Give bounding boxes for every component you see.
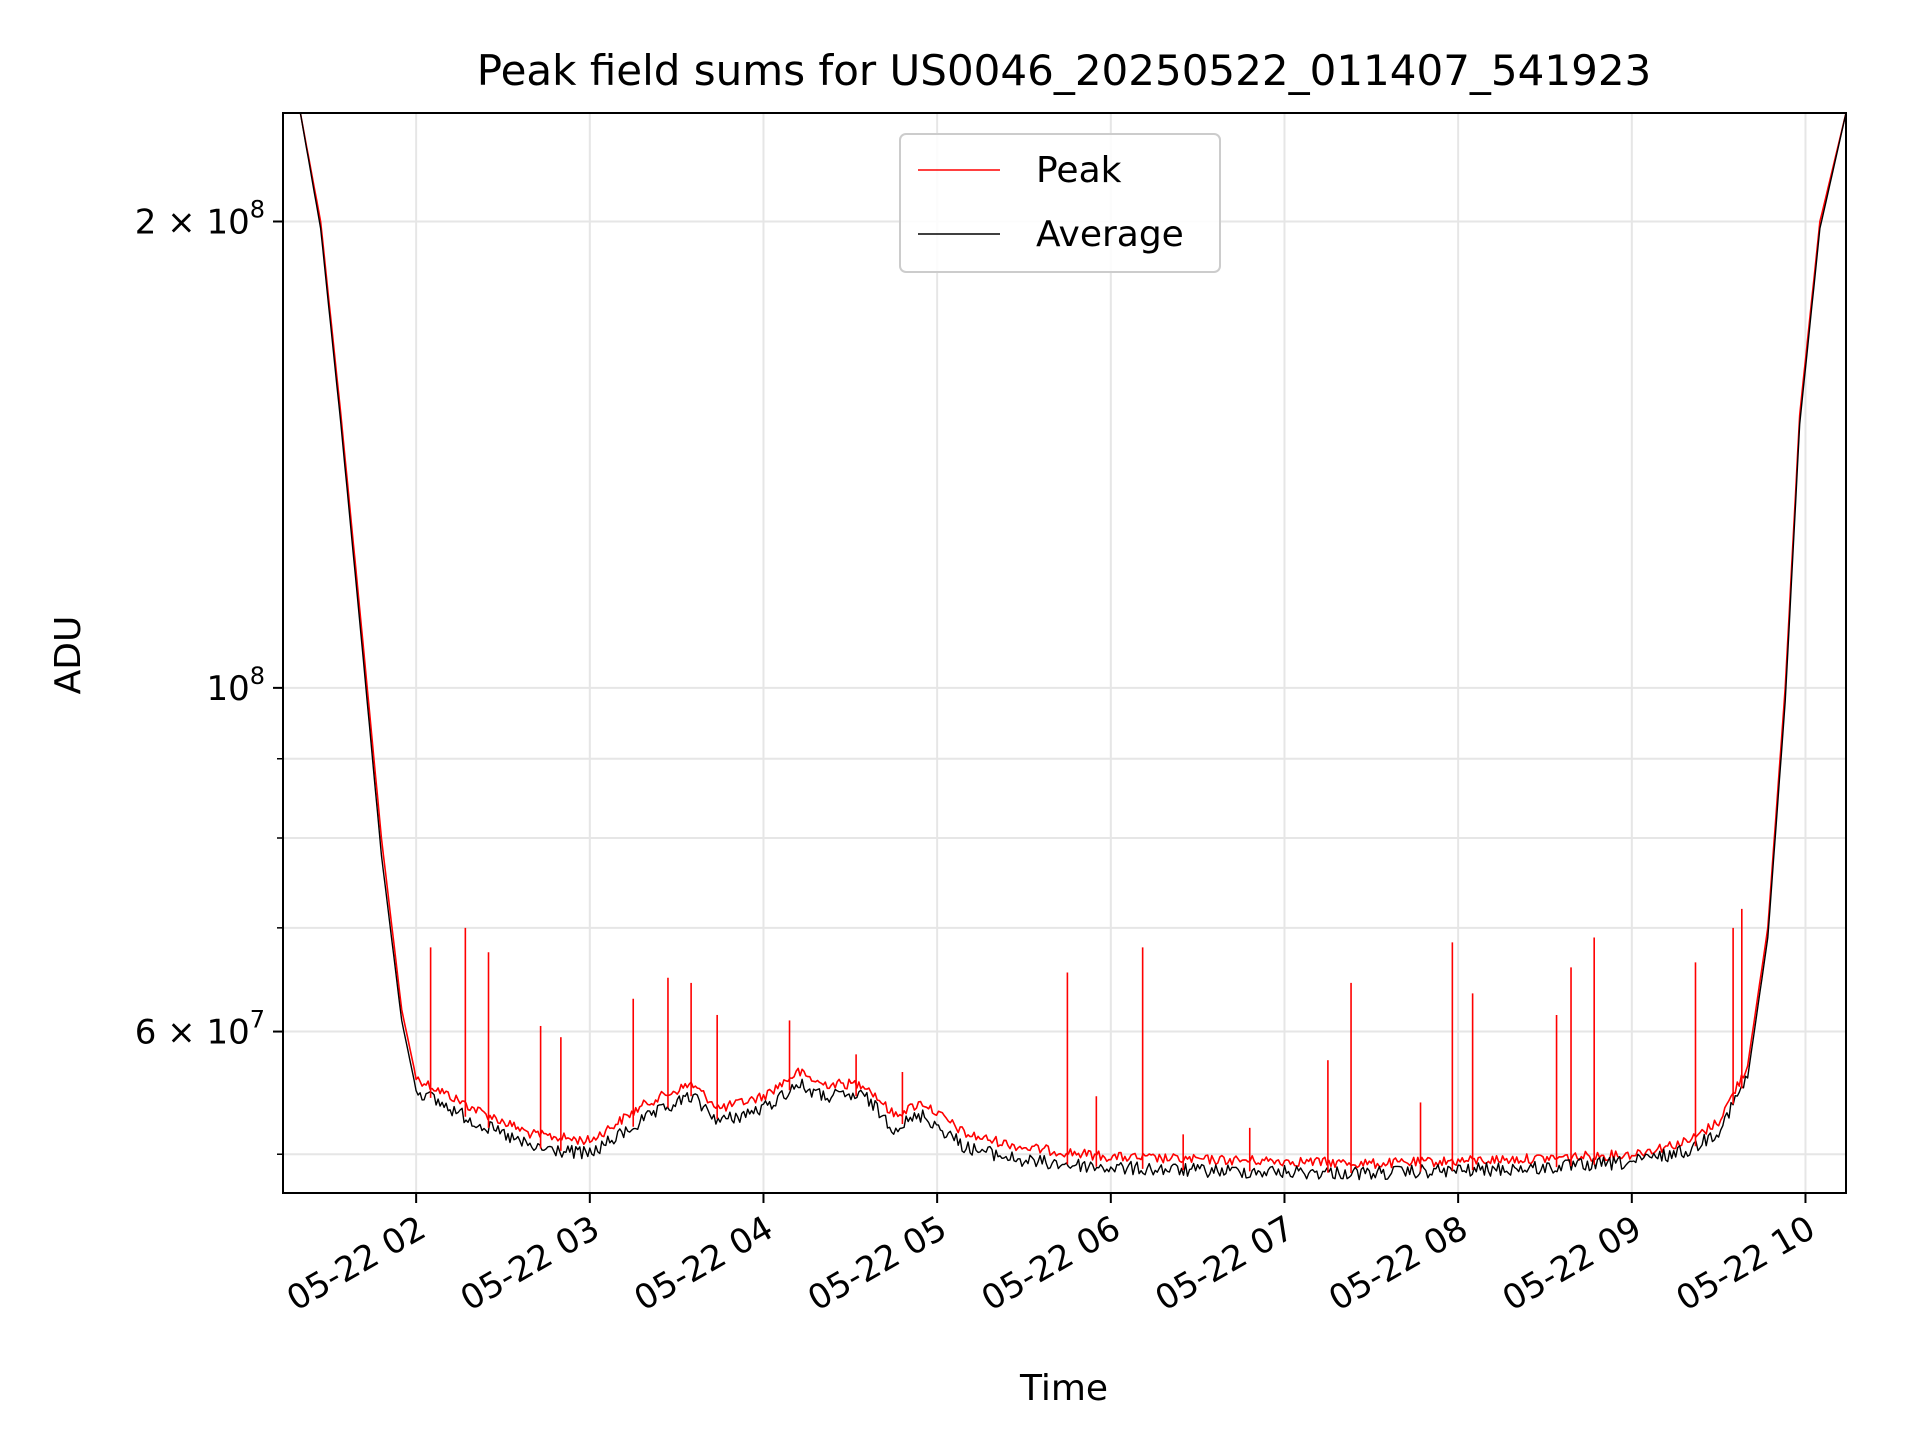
x-axis-label: Time	[1019, 1368, 1108, 1409]
y-axis-label: ADU	[48, 616, 89, 695]
legend-label-average: Average	[1036, 214, 1184, 255]
legend: Peak Average	[899, 133, 1221, 273]
y-tick-label: 2 × 108	[135, 196, 265, 243]
y-tick-label: 6 × 107	[135, 1006, 265, 1053]
legend-box	[899, 133, 1221, 273]
legend-label-peak: Peak	[1036, 150, 1122, 191]
series-line-peak	[299, 112, 1847, 1169]
chart-title: Peak field sums for US0046_20250522_0114…	[477, 46, 1652, 95]
plot-frame	[282, 112, 1847, 1194]
series-line-average	[299, 112, 1847, 1181]
series-layer	[299, 112, 1847, 1181]
y-tick-label: 108	[206, 662, 265, 709]
